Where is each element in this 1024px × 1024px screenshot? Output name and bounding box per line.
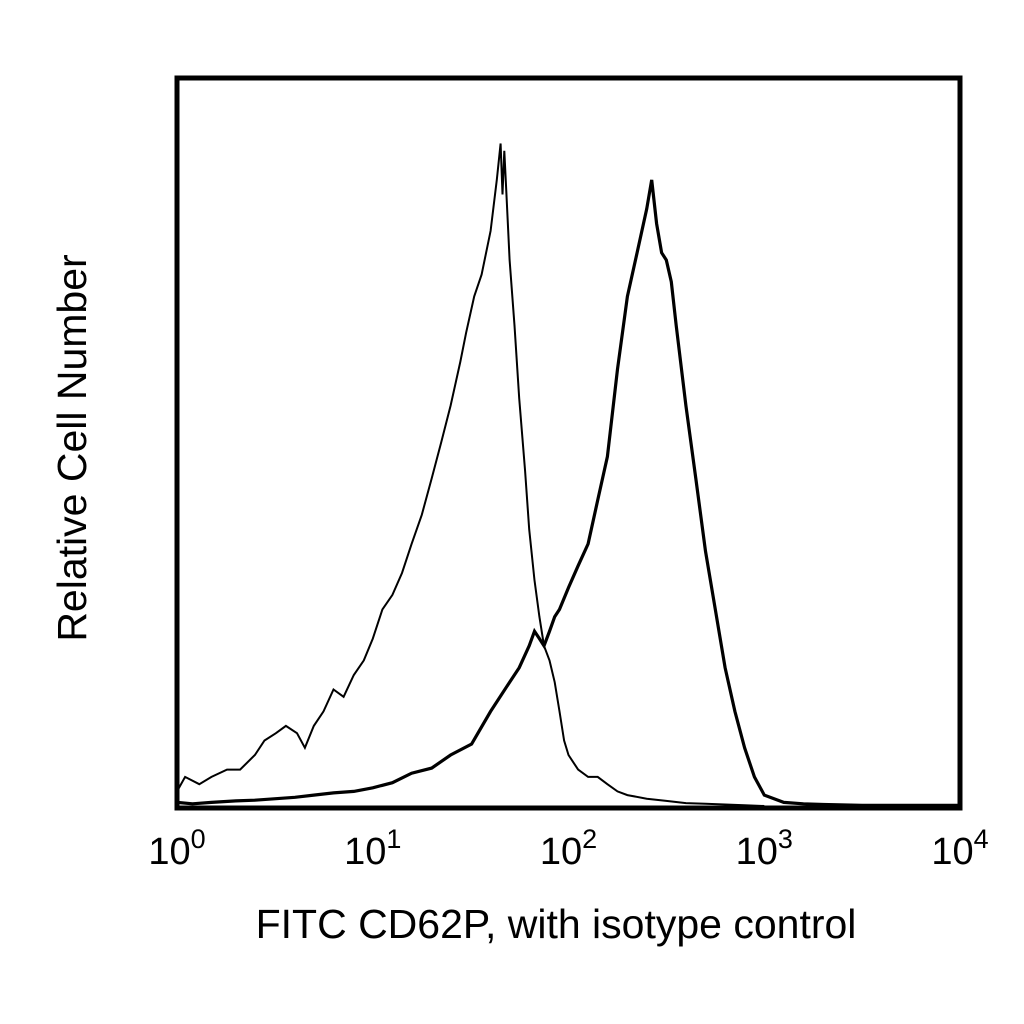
y-axis-label: Relative Cell Number [49, 254, 95, 641]
x-tick-exponent: 0 [191, 824, 206, 854]
x-tick-exponent: 3 [778, 824, 793, 854]
x-tick-base: 10 [148, 831, 190, 873]
x-tick-base: 10 [540, 831, 582, 873]
x-tick-label: 103 [736, 824, 793, 873]
x-tick-exponent: 4 [974, 824, 989, 854]
x-tick-labels: 100 101 102 103 104 [148, 824, 988, 873]
x-tick-exponent: 2 [582, 824, 597, 854]
x-tick-base: 10 [344, 831, 386, 873]
x-tick-label: 102 [540, 824, 597, 873]
cd62p-histogram-line [176, 179, 960, 807]
x-axis-label: FITC CD62P, with isotype control [256, 901, 857, 947]
isotype-control-histogram-line [176, 143, 765, 807]
x-tick-exponent: 1 [386, 824, 401, 854]
series-layer [176, 143, 960, 807]
x-tick-label: 101 [344, 824, 401, 873]
x-tick-label: 104 [931, 824, 988, 873]
x-tick-label: 100 [148, 824, 205, 873]
plot-frame [174, 75, 963, 811]
x-tick-base: 10 [931, 831, 973, 873]
x-tick-base: 10 [736, 831, 778, 873]
